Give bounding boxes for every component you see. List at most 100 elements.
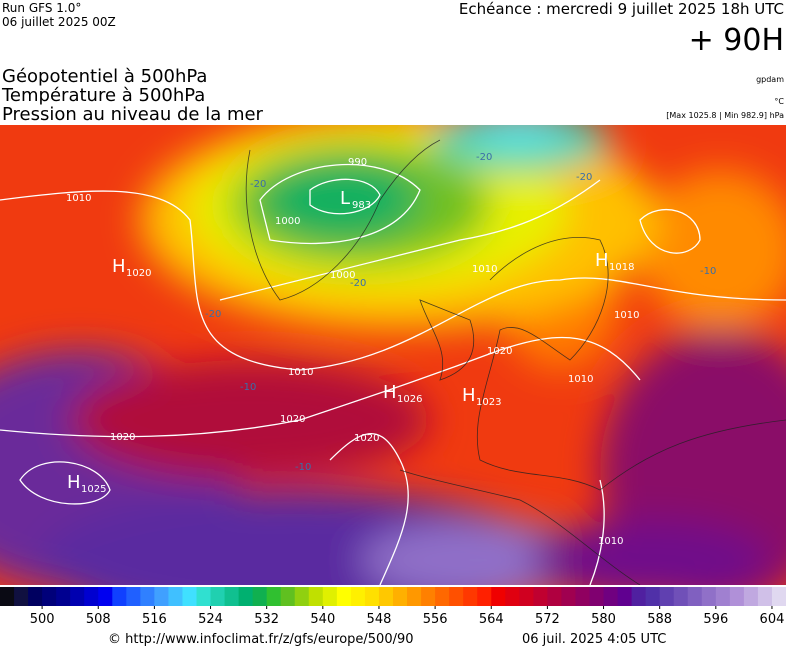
color-swatch [463, 587, 478, 606]
forecast-time: Echéance : mercredi 9 juillet 2025 18h U… [459, 0, 784, 18]
pressure-centers: H 1020 L 983 H 1018 H 1026 H 1023 H 1025 [67, 188, 634, 495]
color-swatch [575, 587, 590, 606]
center-value: 1026 [397, 394, 422, 405]
color-swatch [42, 587, 57, 606]
color-swatch [505, 587, 520, 606]
color-swatch [659, 587, 675, 606]
color-swatch [140, 587, 155, 606]
center-value: 1020 [126, 268, 151, 279]
color-swatch [491, 587, 506, 606]
color-swatch [168, 587, 183, 606]
isobar-labels: 1010 990 1000 1000 1010 1010 1010 1020 1… [66, 157, 639, 547]
color-swatch [210, 587, 226, 606]
center-value: 1023 [476, 397, 501, 408]
tick-label: 580 [591, 612, 616, 627]
color-swatch [477, 587, 492, 606]
center-letter: H [595, 250, 609, 271]
isobar-label: 1000 [275, 216, 300, 227]
color-swatch [308, 587, 324, 606]
center-letter: H [462, 385, 476, 406]
color-swatch [631, 587, 647, 606]
color-swatch [84, 587, 99, 606]
temperature-label: -10 [240, 382, 256, 393]
color-swatch [266, 587, 282, 606]
color-swatch [70, 587, 85, 606]
color-swatch [56, 587, 71, 606]
color-swatch [589, 587, 605, 606]
color-swatch [336, 587, 352, 606]
color-swatch [238, 587, 254, 606]
color-swatch [280, 587, 296, 606]
isobar-label: 1010 [598, 536, 623, 547]
color-swatch [617, 587, 633, 606]
isobar-label: 1020 [354, 433, 379, 444]
color-swatch [126, 587, 141, 606]
tick-label: 556 [423, 612, 448, 627]
color-swatch [603, 587, 619, 606]
center-letter: L [340, 188, 350, 209]
center-letter: H [112, 256, 126, 277]
color-swatch [364, 587, 380, 606]
color-swatch [533, 587, 548, 606]
color-swatch [715, 587, 731, 606]
color-swatch [378, 587, 394, 606]
color-swatch [393, 587, 408, 606]
map-field [0, 125, 786, 585]
isobar-label: 1010 [568, 374, 593, 385]
color-swatch [28, 587, 43, 606]
tick-label: 540 [310, 612, 335, 627]
source-url: © http://www.infoclimat.fr/z/gfs/europe/… [108, 632, 414, 647]
color-swatch [0, 587, 15, 606]
color-swatch [421, 587, 436, 606]
tick-label: 572 [535, 612, 560, 627]
lead-time: + 90H [689, 23, 784, 58]
temperature-labels: -20 -20 -20 -20 -20 -10 -10 -10 [205, 152, 716, 473]
run-date: 06 juillet 2025 00Z [2, 15, 116, 29]
color-swatch [252, 587, 268, 606]
isobar-label: 1000 [330, 270, 355, 281]
layer-title: Température à 500hPa [1, 85, 205, 106]
center-letter: H [67, 472, 81, 493]
center-value: 1018 [609, 262, 634, 273]
color-swatch [14, 587, 29, 606]
color-swatch [519, 587, 534, 606]
color-swatch [729, 587, 745, 606]
color-swatch [350, 587, 366, 606]
isobar-label: 1020 [110, 432, 135, 443]
isobar-label: 1010 [288, 367, 313, 378]
center-value: 1025 [81, 484, 106, 495]
tick-label: 500 [30, 612, 55, 627]
tick-label: 596 [703, 612, 728, 627]
layer-title: Pression au niveau de la mer [2, 104, 264, 125]
color-swatch [449, 587, 464, 606]
color-swatch [701, 587, 717, 606]
color-swatch [771, 587, 786, 606]
tick-label: 588 [647, 612, 672, 627]
isobar-label: 1010 [472, 264, 497, 275]
temperature-label: -10 [700, 266, 716, 277]
isobar-label: 1010 [614, 310, 639, 321]
isobar-label: 990 [348, 157, 367, 168]
tick-label: 524 [198, 612, 223, 627]
colorbar: 500 508 516 524 532 540 548 556 564 572 580 588 596 6… [0, 587, 786, 627]
color-swatch [407, 587, 422, 606]
tick-label: 516 [142, 612, 167, 627]
color-swatch [547, 587, 562, 606]
tick-label: 548 [367, 612, 392, 627]
temperature-label: -20 [576, 172, 592, 183]
tick-label: 508 [86, 612, 111, 627]
tick-label: 604 [760, 612, 785, 627]
color-swatch [182, 587, 197, 606]
isobar-label: 1020 [487, 346, 512, 357]
temperature-label: -20 [350, 278, 366, 289]
color-swatch [154, 587, 169, 606]
color-swatch [294, 587, 310, 606]
color-swatch [561, 587, 576, 606]
color-swatch [224, 587, 240, 606]
temperature-label: -20 [205, 309, 221, 320]
center-value: 983 [352, 200, 371, 211]
unit-label: [Max 1025.8 | Min 982.9] hPa [666, 111, 784, 120]
layer-title: Géopotentiel à 500hPa [2, 66, 207, 87]
color-swatch [645, 587, 661, 606]
